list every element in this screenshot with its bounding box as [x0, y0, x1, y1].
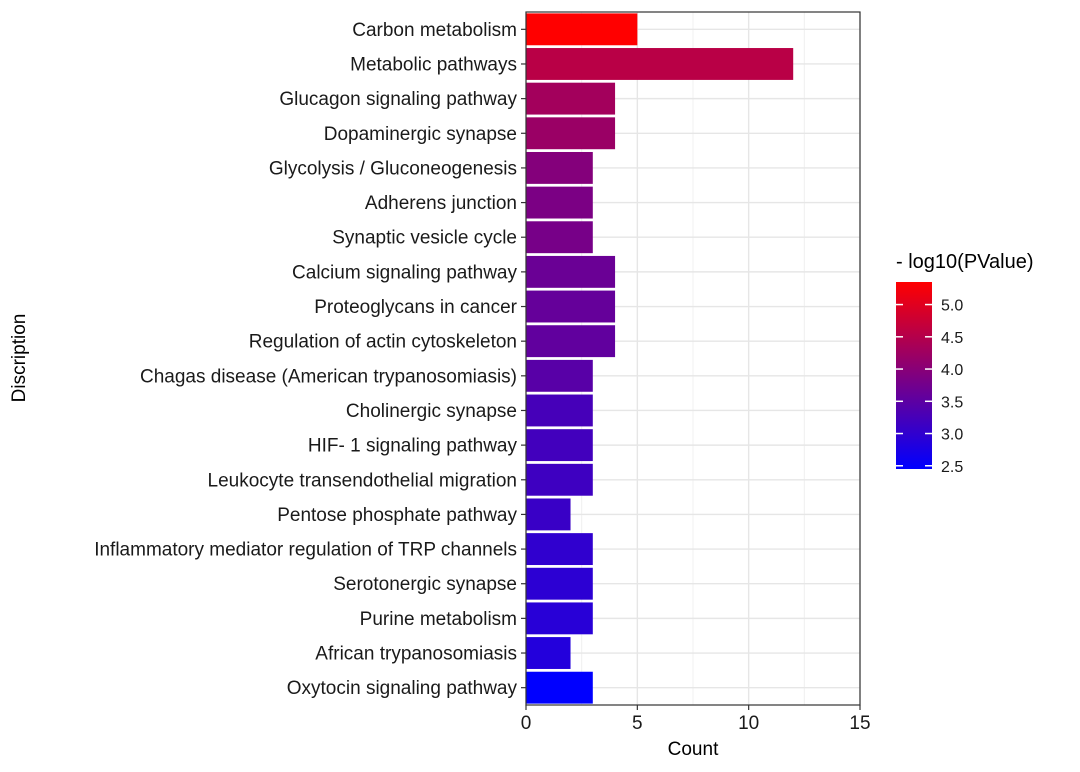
legend-tick-label: 4.5 [941, 330, 963, 347]
legend-tick-label: 5.0 [941, 298, 963, 315]
category-label: Proteoglycans in cancer [314, 297, 517, 318]
bar [526, 429, 593, 462]
category-label: Calcium signaling pathway [292, 262, 517, 283]
bar [526, 671, 593, 704]
category-labels: Carbon metabolism Metabolic pathways Gluca… [94, 20, 526, 699]
bar [526, 394, 593, 427]
category-label: Dopaminergic synapse [324, 124, 517, 145]
y-axis-title: Discription [9, 314, 30, 403]
legend-colorbar [896, 282, 932, 469]
legend-tick-label: 4.0 [941, 362, 963, 379]
category-label: Inflammatory mediator regulation of TRP … [94, 540, 517, 561]
category-label: Synaptic vesicle cycle [332, 228, 517, 249]
category-label: Chagas disease (American trypanosomiasis… [140, 366, 517, 387]
legend-tick-label: 3.5 [941, 394, 963, 411]
legend-tick-label: 2.5 [941, 459, 963, 476]
category-label: Glucagon signaling pathway [279, 89, 517, 110]
category-label: HIF- 1 signaling pathway [308, 436, 518, 457]
x-axis-title: Count [668, 739, 719, 760]
bar [526, 359, 593, 392]
x-tick-label: 5 [632, 713, 643, 734]
category-label: Carbon metabolism [352, 20, 517, 41]
bar [526, 602, 593, 635]
bar [526, 498, 571, 531]
bar [526, 463, 593, 496]
bar [526, 186, 593, 219]
legend-ticks: 5.0 4.5 4.0 3.5 3.0 2.5 [896, 298, 963, 476]
x-tick-label: 0 [521, 713, 532, 734]
bar [526, 567, 593, 600]
category-label: Adherens junction [365, 193, 517, 214]
bar [526, 290, 616, 323]
legend-title: - log10(PValue) [896, 251, 1033, 273]
bar [526, 325, 616, 358]
bar [526, 13, 638, 46]
category-label: Oxytocin signaling pathway [287, 678, 518, 699]
grid-lines [525, 12, 861, 705]
category-label: Glycolysis / Gluconeogenesis [269, 158, 517, 179]
bar [526, 255, 616, 288]
category-label: Leukocyte transendothelial migration [208, 470, 517, 491]
category-label: Serotonergic synapse [333, 574, 517, 595]
category-label: Regulation of actin cytoskeleton [249, 332, 517, 353]
category-label: Metabolic pathways [350, 54, 517, 75]
bar [526, 533, 593, 566]
bar [526, 151, 593, 184]
x-tick-label: 15 [849, 713, 870, 734]
bar [526, 221, 593, 254]
category-label: Pentose phosphate pathway [277, 505, 517, 526]
x-axis-ticks: 0 5 10 15 [521, 705, 871, 734]
category-label: Purine metabolism [360, 609, 517, 630]
legend-tick-label: 3.0 [941, 427, 963, 444]
x-tick-label: 10 [738, 713, 759, 734]
bar [526, 117, 616, 150]
bar [526, 82, 616, 115]
plot-panel-border [525, 11, 861, 706]
category-label: African trypanosomiasis [315, 644, 517, 665]
color-legend: - log10(PValue) 5.0 4.5 4.0 3.5 3.0 2.5 [896, 251, 1033, 476]
bar [526, 48, 794, 80]
bars [526, 13, 794, 704]
bar [526, 637, 571, 669]
category-label: Cholinergic synapse [346, 401, 517, 422]
